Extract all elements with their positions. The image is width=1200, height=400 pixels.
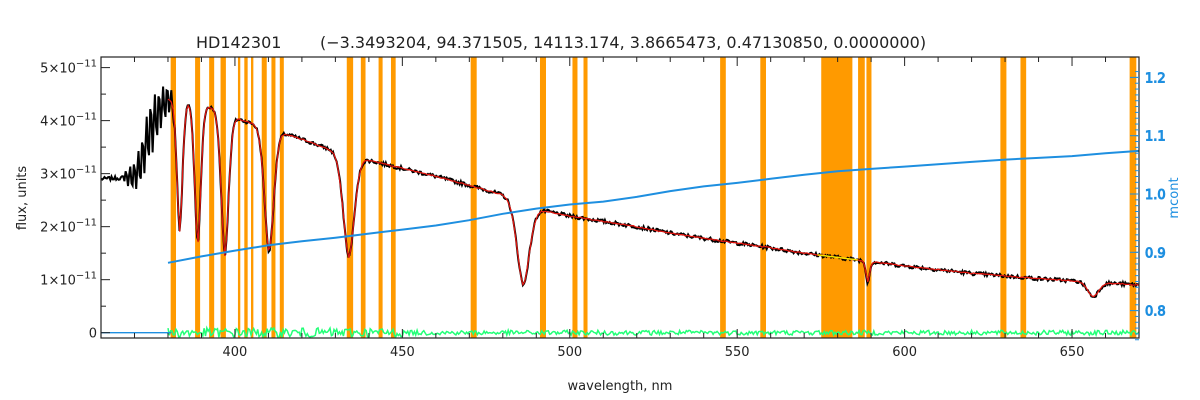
mask-region-17 [583, 57, 588, 338]
y2-tick-label: 1.1 [1145, 130, 1166, 145]
x-tick-label: 500 [557, 345, 582, 360]
y2-tick-label: 0.8 [1145, 305, 1166, 320]
y-tick-label: 3×10−11 [40, 165, 97, 183]
y-axis-right: 0.8 0.9 1.0 1.1 1.2 [1130, 71, 1166, 341]
mask-region-19 [760, 57, 766, 338]
x-axis: 400 450 500 550 600 650 [133, 57, 1140, 360]
mask-region-21 [858, 57, 865, 338]
mask-region-10 [346, 57, 354, 338]
x-tick-label: 550 [725, 345, 750, 360]
mask-region-25 [1129, 57, 1137, 338]
mask-region-24 [1020, 57, 1027, 338]
x-tick-label: 450 [390, 345, 415, 360]
mask-region-22 [866, 57, 872, 338]
mask-region-14 [470, 57, 477, 338]
chart-subtitle: (−3.3493204, 94.371505, 14113.174, 3.866… [320, 33, 926, 52]
mask-region-6 [251, 57, 254, 338]
mask-region-0 [170, 57, 177, 338]
y2-tick-label: 1.0 [1145, 188, 1166, 203]
plot-frame [100, 56, 1140, 339]
mask-region-1 [195, 57, 201, 338]
mask-region-20 [821, 57, 853, 338]
y-tick-label: 1×10−11 [40, 271, 97, 289]
y2-tick-label: 1.2 [1145, 71, 1166, 86]
y-axis-title: flux, units [15, 166, 30, 231]
y-tick-label: 4×10−11 [40, 112, 97, 130]
x-tick-label: 600 [892, 345, 917, 360]
masked-regions [170, 57, 1137, 338]
model-spectrum-line [167, 98, 1140, 298]
x-tick-label: 400 [223, 345, 248, 360]
residual-line [167, 325, 1140, 340]
series-layer [100, 86, 1140, 340]
y-tick-label: 0 [89, 327, 97, 342]
mask-region-18 [720, 57, 726, 338]
x-axis-title: wavelength, nm [568, 379, 673, 394]
mask-region-3 [220, 57, 226, 338]
y2-tick-label: 0.9 [1145, 246, 1166, 261]
mask-region-4 [237, 57, 241, 338]
yellow-fit-segment [817, 254, 858, 261]
mask-region-12 [378, 57, 383, 338]
x-tick-label: 650 [1060, 345, 1085, 360]
mask-region-13 [390, 57, 396, 338]
observed-spectrum-line [100, 86, 1139, 299]
y2-axis-title: mcont [1167, 177, 1182, 218]
y-tick-label: 5×10−11 [40, 59, 97, 77]
mask-region-5 [244, 57, 248, 338]
mask-region-11 [360, 57, 366, 338]
chart-title: HD142301 [196, 33, 281, 52]
y-tick-label: 2×10−11 [40, 218, 97, 236]
mcont-line [167, 149, 1140, 264]
mask-region-15 [539, 57, 547, 338]
mask-region-16 [572, 57, 578, 338]
mask-region-2 [209, 57, 215, 338]
mask-region-23 [1000, 57, 1007, 338]
mask-region-9 [279, 57, 284, 338]
y-axis-left: 0 1×10−11 2×10−11 3×10−11 4×10−11 5×10−11 [40, 59, 110, 342]
